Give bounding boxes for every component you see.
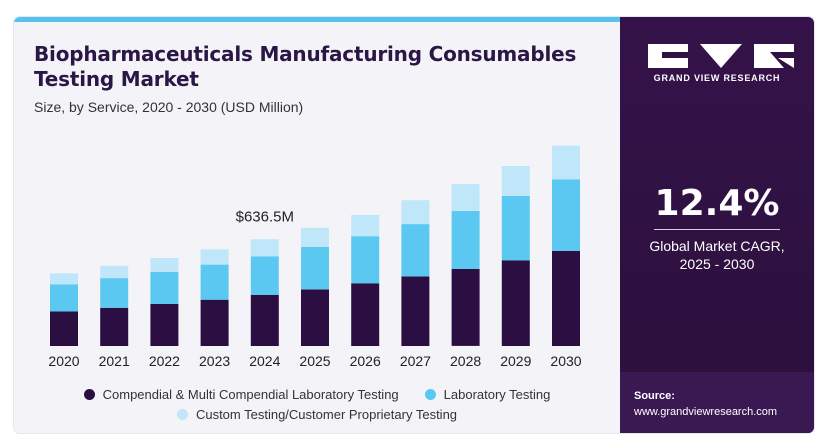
chart-card: Biopharmaceuticals Manufacturing Consuma… xyxy=(14,17,814,433)
bar-2020-series-2 xyxy=(50,284,78,312)
legend-label-custom: Custom Testing/Customer Proprietary Test… xyxy=(195,406,458,422)
bar-2027-series-3 xyxy=(401,200,430,225)
brand-name: GRAND VIEW RESEARCH xyxy=(653,73,781,83)
bar-2029-series-2 xyxy=(501,195,530,261)
brand-panel: GRAND VIEW RESEARCH 12.4% Global Market … xyxy=(620,17,814,433)
legend: Compendial & Multi Compendial Laboratory… xyxy=(14,384,620,424)
x-tick-label-2030: 2030 xyxy=(550,353,581,369)
cagr-value: 12.4% xyxy=(654,183,780,224)
bar-2025-series-3 xyxy=(301,227,329,247)
bar-2025-series-1 xyxy=(301,289,329,346)
bar-2024-series-1 xyxy=(250,294,279,346)
accent-bar xyxy=(14,17,620,22)
bar-2028-series-2 xyxy=(451,210,480,269)
grand-view-research-logo xyxy=(648,44,794,68)
bar-2030-series-1 xyxy=(552,250,580,346)
x-tick-label-2027: 2027 xyxy=(400,353,431,369)
x-tick-label-2028: 2028 xyxy=(450,353,481,369)
x-tick-label-2025: 2025 xyxy=(299,353,330,369)
legend-item-laboratory: Laboratory Testing xyxy=(424,386,551,402)
chart-subtitle: Size, by Service, 2020 - 2030 (USD Milli… xyxy=(34,99,304,115)
cagr-label-line1: Global Market CAGR, xyxy=(649,238,785,254)
cagr-divider xyxy=(654,229,780,230)
bar-2024-series-3 xyxy=(250,239,279,257)
bar-2021-series-2 xyxy=(100,278,129,308)
source-box: Source: www.grandviewresearch.com xyxy=(620,372,814,433)
x-tick-label-2021: 2021 xyxy=(99,353,130,369)
legend-label-compendial: Compendial & Multi Compendial Laboratory… xyxy=(102,386,399,402)
x-tick-label-2026: 2026 xyxy=(350,353,381,369)
bar-2026-series-1 xyxy=(351,283,380,346)
x-tick-label-2029: 2029 xyxy=(500,353,531,369)
bar-2022-series-3 xyxy=(150,258,179,272)
legend-item-custom: Custom Testing/Customer Proprietary Test… xyxy=(176,406,458,422)
source-label: Source: xyxy=(634,390,675,402)
bar-2022-series-2 xyxy=(150,271,179,304)
chart-title-line2: Testing Market xyxy=(34,67,199,91)
x-tick-label-2023: 2023 xyxy=(199,353,230,369)
legend-swatch-custom xyxy=(176,408,188,420)
bar-2029-series-3 xyxy=(501,166,530,196)
bar-2021-series-3 xyxy=(100,265,129,279)
data-label-2024: $636.5M xyxy=(236,208,294,225)
bar-2023-series-3 xyxy=(200,249,229,265)
x-tick-label-2020: 2020 xyxy=(48,353,79,369)
legend-item-compendial: Compendial & Multi Compendial Laboratory… xyxy=(83,386,399,402)
bar-2026-series-3 xyxy=(351,214,380,237)
chart-title: Biopharmaceuticals Manufacturing Consuma… xyxy=(34,42,594,92)
source-url[interactable]: www.grandviewresearch.com xyxy=(634,406,778,418)
chart-title-line1: Biopharmaceuticals Manufacturing Consuma… xyxy=(34,42,577,66)
bar-2025-series-2 xyxy=(301,246,329,290)
bar-2020-series-3 xyxy=(50,273,78,285)
bar-2030-series-3 xyxy=(552,145,580,180)
bar-chart: 2020 2021 2022 2023 $636.5M 2024 2025 2026 2027 2… xyxy=(48,145,582,369)
bar-2020-series-1 xyxy=(50,311,78,346)
bar-2021-series-1 xyxy=(100,307,129,346)
bar-2030-series-2 xyxy=(552,179,580,251)
bar-2022-series-1 xyxy=(150,304,179,346)
bar-2027-series-2 xyxy=(401,224,430,277)
x-tick-label-2022: 2022 xyxy=(149,353,180,369)
legend-swatch-compendial xyxy=(83,388,95,400)
chart-panel: Biopharmaceuticals Manufacturing Consuma… xyxy=(14,22,620,433)
bar-2029-series-1 xyxy=(501,260,530,346)
cagr-label-line2: 2025 - 2030 xyxy=(679,256,755,272)
bar-2023-series-2 xyxy=(200,264,229,300)
cagr-label: Global Market CAGR, 2025 - 2030 xyxy=(620,237,814,273)
bar-2028-series-3 xyxy=(451,184,480,211)
bar-2023-series-1 xyxy=(200,299,229,346)
legend-label-laboratory: Laboratory Testing xyxy=(443,386,551,402)
x-tick-label-2024: 2024 xyxy=(249,353,280,369)
bar-2024-series-2 xyxy=(250,256,279,295)
legend-swatch-laboratory xyxy=(424,388,436,400)
bar-2027-series-1 xyxy=(401,276,430,346)
bar-2028-series-1 xyxy=(451,268,480,346)
bar-2026-series-2 xyxy=(351,236,380,284)
